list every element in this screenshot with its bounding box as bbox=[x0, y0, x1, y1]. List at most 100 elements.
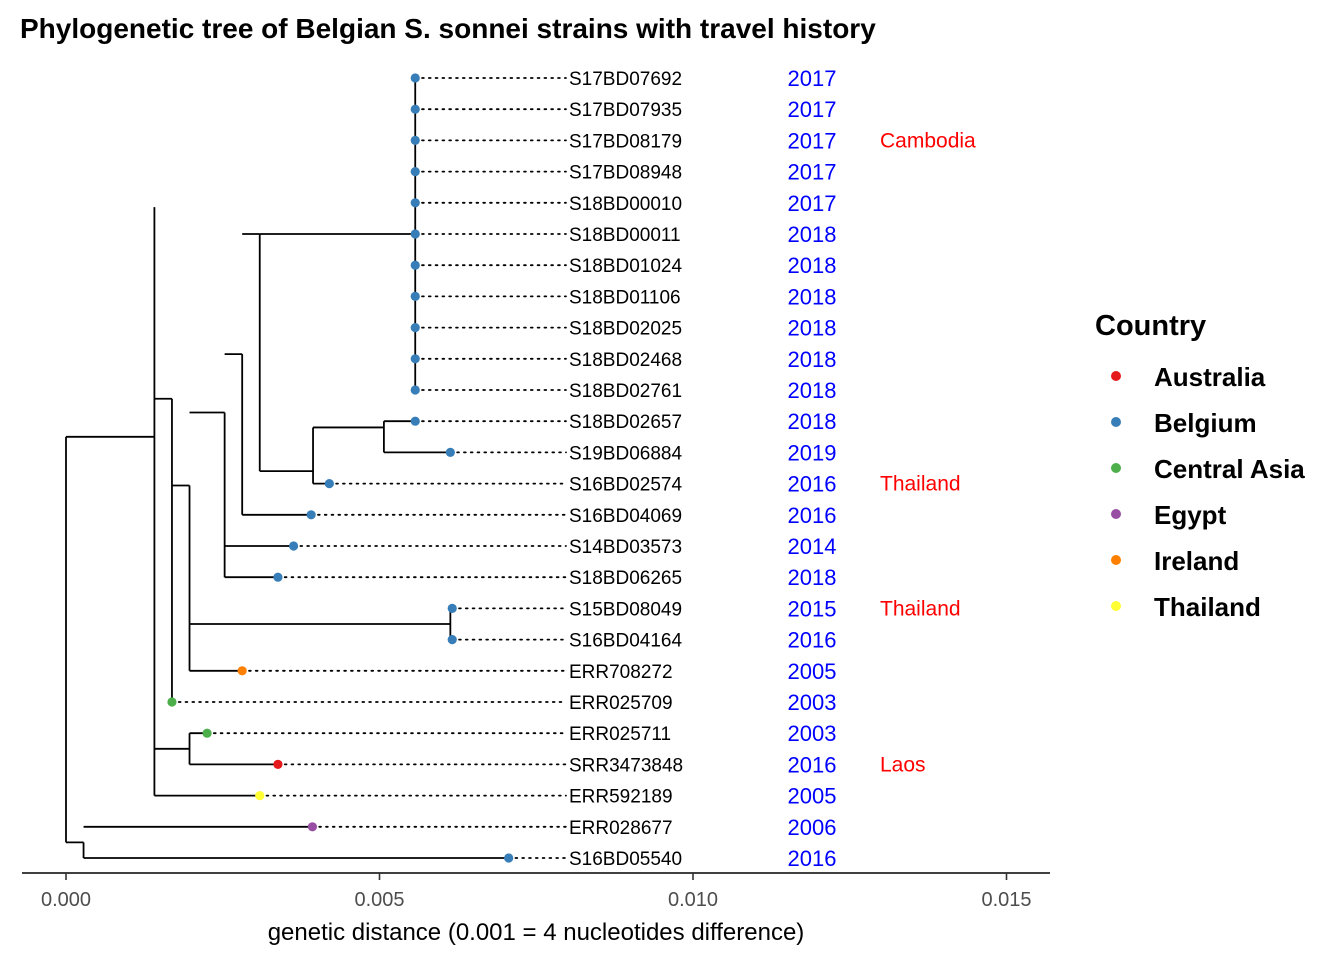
legend-key bbox=[1111, 601, 1121, 611]
legend-key bbox=[1111, 463, 1121, 473]
tip-labels: S17BD07692 S17BD07935 S17BD08179 S17BD08948… bbox=[569, 69, 683, 870]
tip-guide-lines bbox=[171, 77, 567, 859]
year-label: 2018 bbox=[788, 409, 837, 434]
tip-point bbox=[410, 135, 420, 145]
x-axis-tick-label: 0.005 bbox=[354, 889, 404, 911]
tip-label: S17BD08948 bbox=[569, 163, 682, 184]
tip-point bbox=[255, 791, 265, 801]
year-label: 2003 bbox=[788, 721, 837, 746]
tip-label: S15BD08049 bbox=[569, 599, 682, 620]
tip-point bbox=[410, 198, 420, 208]
year-label: 2018 bbox=[788, 316, 837, 341]
legend: Country Australia Belgium Central Asia Egyp… bbox=[1095, 310, 1305, 622]
tip-label: S18BD02761 bbox=[569, 381, 682, 402]
year-label: 2018 bbox=[788, 378, 837, 403]
tip-point bbox=[324, 479, 334, 489]
year-label: 2015 bbox=[788, 596, 837, 621]
legend-title: Country bbox=[1095, 310, 1206, 342]
travel-country-label: Thailand bbox=[880, 473, 961, 496]
tip-label: S17BD07692 bbox=[569, 69, 682, 90]
tip-point bbox=[289, 541, 299, 551]
year-label: 2017 bbox=[788, 97, 837, 122]
chart-title: Phylogenetic tree of Belgian S. sonnei s… bbox=[20, 13, 876, 44]
tip-point bbox=[167, 697, 177, 707]
tip-point bbox=[410, 229, 420, 239]
legend-label: Egypt bbox=[1154, 500, 1227, 530]
tip-label: S18BD06265 bbox=[569, 568, 682, 589]
tip-point bbox=[410, 385, 420, 395]
tip-label: SRR3473848 bbox=[569, 755, 683, 776]
tip-point bbox=[447, 603, 457, 614]
x-axis: 0.000 0.005 0.010 0.015 bbox=[22, 872, 1050, 911]
tip-point bbox=[445, 447, 455, 457]
x-axis-tick-label: 0.000 bbox=[41, 889, 91, 911]
tip-point bbox=[202, 728, 212, 738]
tip-point bbox=[307, 822, 318, 832]
tip-point bbox=[410, 416, 420, 426]
tip-label: S16BD02574 bbox=[569, 475, 682, 496]
tip-point bbox=[306, 510, 316, 520]
tip-label: S19BD06884 bbox=[569, 443, 682, 464]
year-label: 2014 bbox=[788, 534, 837, 559]
tip-label: ERR592189 bbox=[569, 787, 673, 808]
year-label: 2016 bbox=[788, 472, 837, 497]
tip-point bbox=[273, 572, 283, 582]
tip-point bbox=[237, 666, 247, 676]
year-label: 2016 bbox=[788, 752, 837, 777]
year-label: 2017 bbox=[788, 66, 837, 91]
tip-label: S18BD01024 bbox=[569, 256, 682, 277]
tip-label: S16BD05540 bbox=[569, 849, 682, 870]
year-label: 2016 bbox=[788, 846, 837, 871]
x-axis-tick-label: 0.010 bbox=[668, 889, 718, 911]
tip-point bbox=[410, 167, 420, 177]
year-label: 2018 bbox=[788, 347, 837, 372]
tip-label: S18BD02468 bbox=[569, 350, 682, 371]
x-axis-tick-label: 0.015 bbox=[981, 889, 1031, 911]
tip-label: ERR708272 bbox=[569, 662, 673, 683]
tip-point bbox=[410, 291, 420, 301]
legend-key bbox=[1111, 371, 1121, 381]
x-axis-title: genetic distance (0.001 = 4 nucleotides … bbox=[268, 919, 805, 946]
year-label: 2017 bbox=[788, 191, 837, 216]
tip-point bbox=[410, 354, 420, 364]
year-label: 2018 bbox=[788, 253, 837, 278]
tip-label: ERR025711 bbox=[569, 724, 671, 745]
tip-point bbox=[273, 759, 283, 770]
travel-country-label: Thailand bbox=[880, 597, 961, 620]
tip-label: S18BD02025 bbox=[569, 319, 682, 340]
year-labels: 2017 2017 2017 2017 2017 2018 2018 2018 2018 2018… bbox=[788, 66, 837, 871]
year-label: 2018 bbox=[788, 565, 837, 590]
tree-branches bbox=[65, 78, 509, 859]
year-label: 2018 bbox=[788, 222, 837, 247]
year-label: 2003 bbox=[788, 690, 837, 715]
travel-country-labels: Cambodia Thailand Thailand Laos bbox=[880, 129, 976, 776]
legend-label: Belgium bbox=[1154, 408, 1257, 438]
tip-point bbox=[410, 73, 420, 83]
tip-label: S14BD03573 bbox=[569, 537, 682, 558]
year-label: 2016 bbox=[788, 503, 837, 528]
tip-point bbox=[504, 853, 514, 863]
tip-label: ERR025709 bbox=[569, 693, 673, 714]
legend-key bbox=[1111, 417, 1121, 427]
year-label: 2017 bbox=[788, 128, 837, 153]
tip-point bbox=[410, 323, 420, 333]
legend-key bbox=[1111, 555, 1121, 565]
legend-label: Central Asia bbox=[1154, 454, 1305, 484]
legend-label: Australia bbox=[1154, 362, 1266, 392]
year-label: 2005 bbox=[788, 659, 837, 684]
tip-label: S16BD04164 bbox=[569, 631, 682, 652]
year-label: 2016 bbox=[788, 628, 837, 653]
year-label: 2019 bbox=[788, 440, 837, 465]
tip-points bbox=[167, 73, 514, 863]
legend-label: Ireland bbox=[1154, 546, 1239, 576]
tip-label: S16BD04069 bbox=[569, 506, 682, 527]
year-label: 2006 bbox=[788, 815, 837, 840]
year-label: 2005 bbox=[788, 784, 837, 809]
tip-point bbox=[447, 635, 457, 645]
tip-label: S18BD01106 bbox=[569, 287, 681, 308]
legend-key bbox=[1111, 509, 1121, 519]
tip-label: S18BD00010 bbox=[569, 194, 682, 215]
year-label: 2017 bbox=[788, 160, 837, 185]
tip-point bbox=[410, 104, 420, 114]
